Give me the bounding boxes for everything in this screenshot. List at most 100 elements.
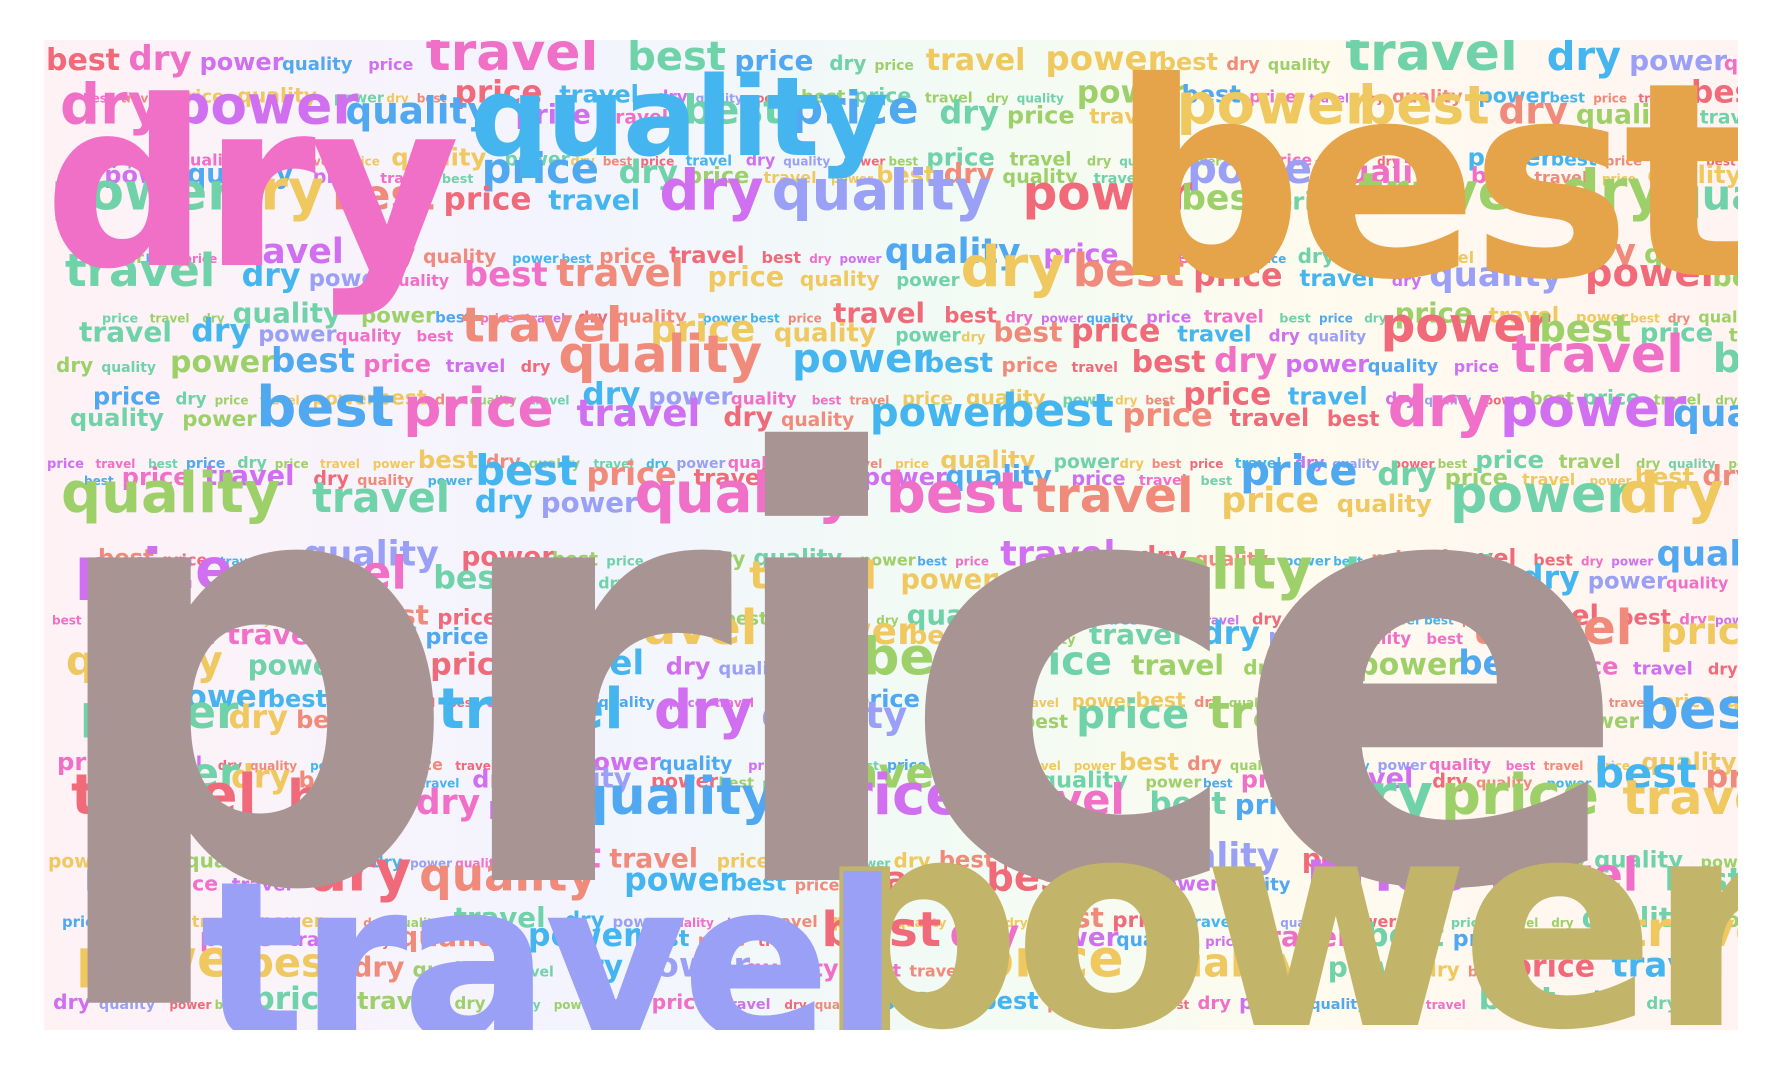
- filler-word-best: best: [1571, 696, 1601, 710]
- filler-word-travel: travel: [843, 457, 883, 471]
- filler-word-power: power: [1045, 39, 1164, 79]
- filler-word-quality: quality: [185, 849, 263, 873]
- filler-word-dry: dry: [1646, 993, 1677, 1013]
- filler-word-price: price: [1146, 307, 1191, 326]
- filler-word-travel: travel: [1010, 150, 1072, 171]
- filler-word-dry: dry: [935, 691, 966, 711]
- filler-word-best: best: [1119, 747, 1179, 776]
- filler-word-travel: travel: [455, 759, 495, 773]
- filler-word-quality: quality: [494, 998, 541, 1012]
- filler-word-dry: dry: [986, 92, 1009, 106]
- filler-word-travel: travel: [609, 844, 698, 875]
- filler-word-quality: quality: [99, 997, 156, 1013]
- filler-word-travel: travel: [833, 296, 925, 329]
- filler-word-travel: travel: [1089, 618, 1182, 651]
- filler-word-power: power: [1340, 912, 1396, 931]
- filler-word-price: price: [1447, 857, 1485, 872]
- filler-word-quality: quality: [1332, 457, 1379, 471]
- filler-word-price: price: [346, 155, 380, 169]
- filler-word-price: price: [173, 87, 224, 108]
- filler-word-quality: quality: [731, 389, 797, 409]
- filler-word-best: best: [361, 599, 429, 632]
- filler-word-dry: dry: [659, 159, 763, 224]
- filler-word-price: price: [1445, 465, 1508, 491]
- filler-word-quality: quality: [1424, 394, 1471, 408]
- filler-word-best: best: [418, 445, 478, 474]
- filler-word-travel: travel: [90, 610, 143, 629]
- filler-word-dry: dry: [1708, 659, 1738, 678]
- filler-word-dry: dry: [784, 998, 807, 1012]
- filler-word-dry: dry: [486, 452, 521, 473]
- filler-word-price: price: [1605, 155, 1642, 170]
- filler-word-dry: dry: [313, 467, 349, 490]
- filler-word-dry: dry: [454, 993, 485, 1013]
- filler-word-dry: dry: [894, 849, 931, 873]
- filler-word-travel: travel: [1623, 770, 1783, 826]
- filler-word-dry: dry: [1432, 769, 1468, 792]
- filler-word-dry: dry: [1715, 394, 1738, 408]
- filler-word-travel: travel: [79, 316, 172, 349]
- filler-word-price: price: [75, 537, 233, 602]
- filler-word-power: power: [1023, 166, 1193, 222]
- filler-word-price: price: [652, 990, 710, 1014]
- filler-word-travel: travel: [1633, 658, 1693, 679]
- filler-word-best: best: [1713, 336, 1783, 382]
- filler-word-power: power: [505, 150, 571, 171]
- filler-word-quality: quality: [774, 319, 876, 349]
- filler-word-dry: dry: [1329, 763, 1433, 828]
- filler-word-best: best: [339, 616, 417, 652]
- filler-word-best: best: [944, 303, 997, 328]
- filler-word-dry: dry: [372, 853, 402, 872]
- filler-word-power: power: [1450, 465, 1632, 525]
- filler-word-travel: travel: [257, 546, 407, 599]
- filler-word-best: best: [376, 386, 427, 410]
- filler-word-best: best: [1618, 606, 1671, 631]
- filler-word-price: price: [62, 913, 104, 931]
- filler-word-travel: travel: [1288, 383, 1368, 411]
- filler-word-price: price: [1686, 998, 1720, 1012]
- filler-word-dry: dry: [363, 916, 386, 930]
- filler-word-dry: dry: [1668, 311, 1691, 325]
- filler-word-best: best: [1551, 150, 1597, 171]
- filler-word-quality: quality: [70, 404, 164, 432]
- filler-word-power: power: [1408, 685, 1492, 713]
- filler-word-travel: travel: [96, 457, 136, 471]
- filler-word-power: power: [285, 614, 327, 628]
- filler-word-travel: travel: [531, 643, 644, 683]
- filler-word-power: power: [527, 688, 598, 712]
- filler-word-dry: dry: [833, 474, 856, 488]
- filler-word-dry: dry: [961, 331, 986, 346]
- filler-word-best: best: [1665, 863, 1743, 899]
- filler-word-best: best: [924, 346, 993, 379]
- filler-word-dry: dry: [708, 546, 745, 570]
- filler-word-price: price: [363, 350, 431, 378]
- filler-word-power: power: [1072, 691, 1135, 712]
- filler-word-power: power: [373, 457, 415, 471]
- filler-word-travel: travel: [1344, 546, 1494, 599]
- filler-word-dry: dry: [472, 765, 517, 793]
- filler-word-travel: travel: [694, 465, 768, 491]
- filler-word-power: power: [163, 679, 273, 715]
- filler-word-power: power: [1392, 457, 1434, 471]
- filler-word-dry: dry: [1137, 541, 1187, 572]
- filler-word-travel: travel: [1496, 857, 1536, 871]
- filler-word-price: price: [1275, 187, 1344, 216]
- filler-word-quality: quality: [398, 920, 508, 953]
- filler-word-power: power: [1715, 614, 1757, 628]
- filler-word-price: price: [122, 463, 190, 491]
- filler-word-quality: quality: [1310, 997, 1367, 1013]
- filler-word-power: power: [843, 155, 885, 169]
- filler-word-best: best: [146, 252, 176, 266]
- filler-word-dry: dry: [950, 911, 1019, 955]
- filler-word-dry: dry: [619, 153, 679, 191]
- filler-word-price: price: [955, 554, 989, 568]
- filler-word-travel: travel: [357, 987, 437, 1015]
- filler-word-price: price: [275, 457, 309, 471]
- filler-word-best: best: [1333, 554, 1363, 568]
- filler-word-best: best: [1132, 345, 1206, 380]
- filler-word-quality: quality: [1024, 633, 1076, 648]
- filler-word-dry: dry: [666, 652, 711, 680]
- filler-word-quality: quality: [1644, 239, 1749, 270]
- filler-word-price: price: [1475, 445, 1544, 474]
